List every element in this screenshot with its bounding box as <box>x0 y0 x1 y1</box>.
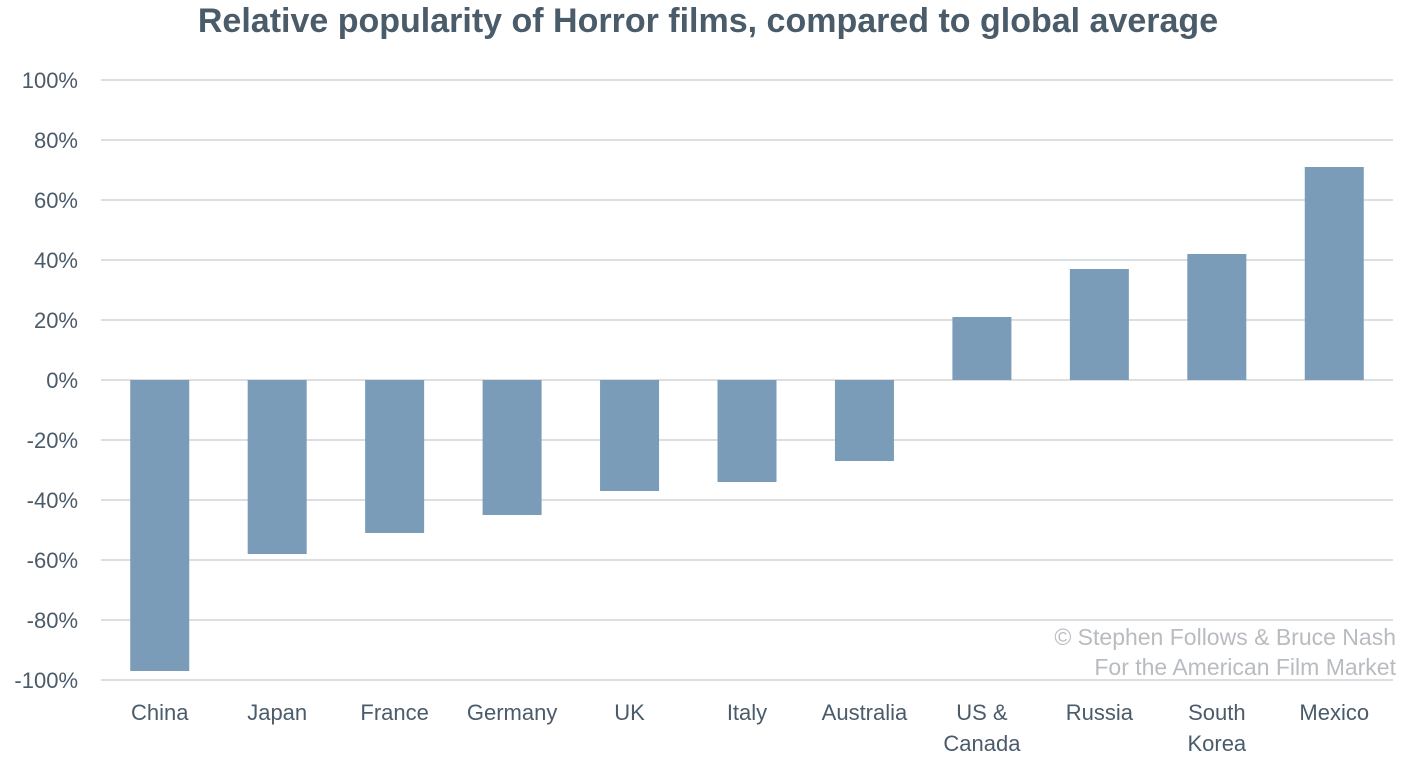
x-tick-label: China <box>131 700 189 725</box>
x-tick-label: Canada <box>943 731 1021 756</box>
bar <box>717 380 777 482</box>
x-tick-label: South <box>1188 700 1246 725</box>
bar <box>1304 167 1364 380</box>
y-tick-label: -80% <box>27 608 78 633</box>
bar <box>247 380 307 554</box>
chart-title: Relative popularity of Horror films, com… <box>197 2 1219 40</box>
bar <box>482 380 542 515</box>
x-tick-label: US & <box>956 700 1008 725</box>
credit-line-2: For the American Film Market <box>1094 654 1396 680</box>
y-tick-label: 20% <box>34 308 78 333</box>
x-tick-label: Russia <box>1066 700 1134 725</box>
y-tick-label: 80% <box>34 128 78 153</box>
y-tick-label: -40% <box>27 488 78 513</box>
y-tick-label: 60% <box>34 188 78 213</box>
y-tick-label: -100% <box>14 668 78 693</box>
x-tick-label: Mexico <box>1299 700 1369 725</box>
bar <box>834 380 894 461</box>
x-tick-label: Italy <box>727 700 767 725</box>
y-tick-label: -60% <box>27 548 78 573</box>
x-tick-label: France <box>360 700 428 725</box>
bar <box>130 380 190 671</box>
y-tick-label: 40% <box>34 248 78 273</box>
bar <box>952 317 1012 380</box>
x-tick-label: Australia <box>822 700 908 725</box>
bar <box>1069 269 1129 380</box>
y-tick-label: 0% <box>46 368 78 393</box>
y-tick-label: -20% <box>27 428 78 453</box>
bar <box>1187 254 1247 380</box>
bar <box>600 380 660 491</box>
bars <box>130 167 1364 671</box>
x-axis-ticks: China Japan France Germany UK Italy Australia U… <box>131 700 1369 756</box>
y-axis-ticks: 100% 80% 60% 40% 20% 0% -20% -40% -60% -80% -100% <box>14 68 78 693</box>
x-tick-label: UK <box>614 700 645 725</box>
credit-line-1: © Stephen Follows & Bruce Nash <box>1054 624 1396 650</box>
y-tick-label: 100% <box>22 68 78 93</box>
x-tick-label: Germany <box>467 700 557 725</box>
x-tick-label: Japan <box>247 700 307 725</box>
bar <box>365 380 425 533</box>
x-tick-label: Korea <box>1187 731 1246 756</box>
